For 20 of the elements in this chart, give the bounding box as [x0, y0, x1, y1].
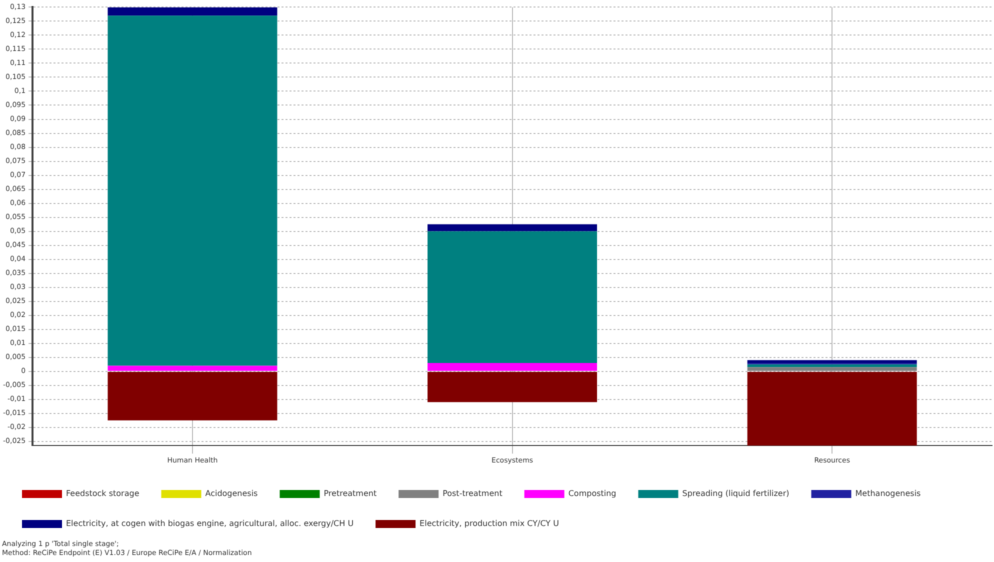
legend-label: Post-treatment: [442, 489, 502, 498]
bar: [428, 362, 598, 371]
bar: [108, 7, 278, 16]
legend-label: Electricity, at cogen with biogas engine, agricultural, alloc. exergy/CH U: [66, 519, 354, 528]
legend-label: Pretreatment: [324, 489, 377, 498]
legend-label: Feedstock storage: [66, 489, 140, 498]
legend-label: Spreading (liquid fertilizer): [682, 489, 790, 498]
bar: [108, 16, 278, 366]
bar: [747, 372, 917, 446]
bar: [108, 366, 278, 371]
legend-label: Acidogenesis: [205, 489, 258, 498]
bar: [747, 367, 917, 371]
bar: [428, 224, 598, 232]
legend-label: Electricity, production mix CY/CY U: [420, 519, 560, 528]
legend-label: Methanogenesis: [855, 489, 921, 498]
bar: [428, 372, 598, 402]
legend-label: Composting: [568, 489, 616, 498]
bar: [108, 372, 278, 420]
bar: [747, 360, 917, 363]
bar: [428, 231, 598, 363]
